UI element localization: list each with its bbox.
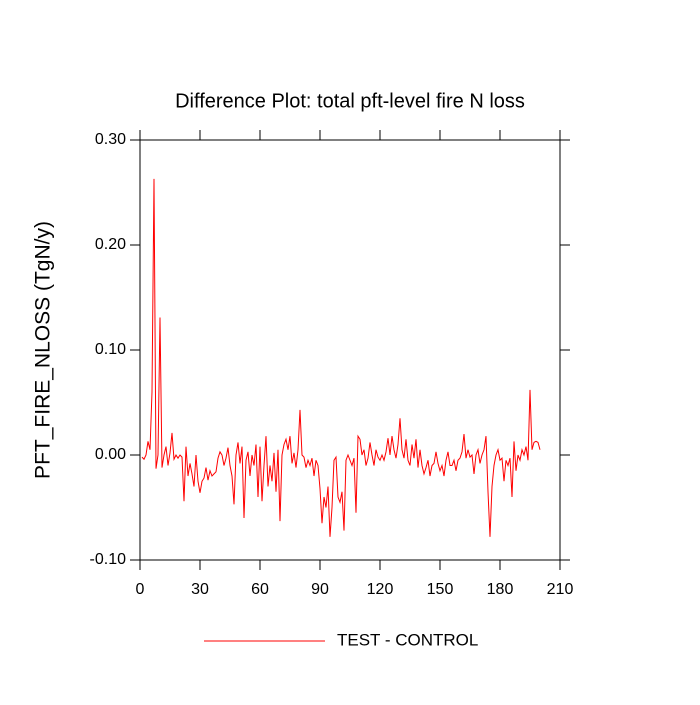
legend-label: TEST - CONTROL [337, 630, 478, 649]
x-tick-label: 90 [311, 581, 329, 598]
x-tick-label: 120 [367, 581, 394, 598]
y-tick-label: 0.20 [95, 236, 126, 253]
x-tick-label: 150 [427, 581, 454, 598]
y-axis-label: PFT_FIRE_NLOSS (TgN/y) [32, 221, 55, 479]
y-tick-label: 0.30 [95, 131, 126, 148]
data-line [141, 178, 541, 537]
y-tick-label: 0.00 [95, 446, 126, 463]
chart-title: Difference Plot: total pft-level fire N … [175, 90, 525, 112]
x-tick-label: 180 [487, 581, 514, 598]
x-tick-label: 210 [547, 581, 574, 598]
x-tick-label: 30 [191, 581, 209, 598]
y-tick-label: -0.10 [90, 551, 127, 568]
x-tick-label: 0 [136, 581, 145, 598]
y-tick-label: 0.10 [95, 341, 126, 358]
x-tick-label: 60 [251, 581, 269, 598]
plot-frame [139, 139, 561, 561]
